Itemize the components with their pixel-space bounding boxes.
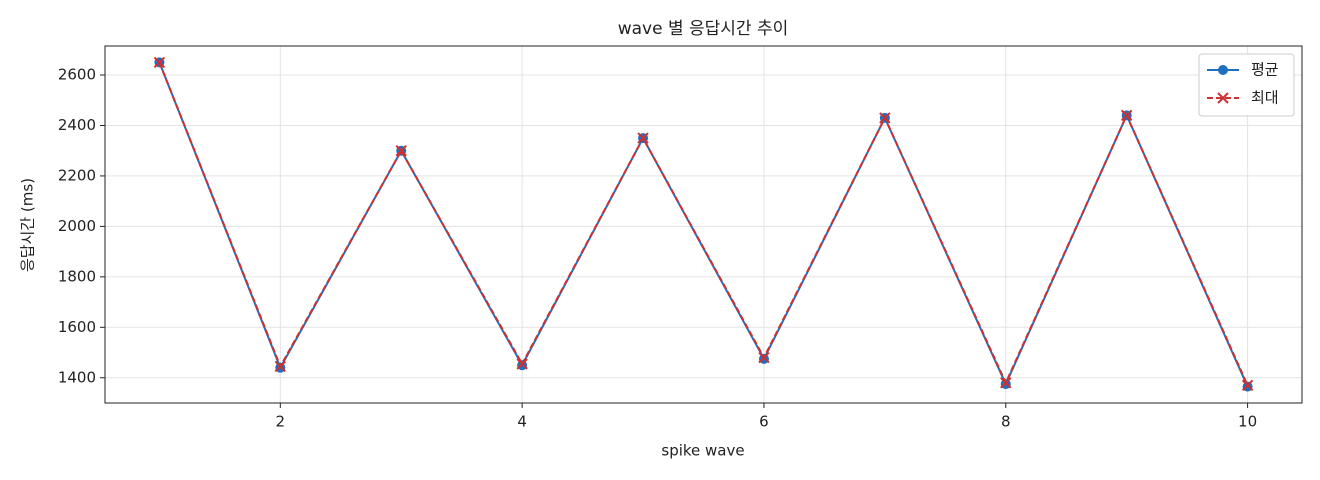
plot-frame <box>104 45 1303 404</box>
chart-title: wave 별 응답시간 추이 <box>618 19 789 39</box>
series-line <box>158 62 1249 388</box>
marker <box>758 351 770 364</box>
marker <box>1217 92 1229 104</box>
y-tick-label: 2600 <box>58 66 96 84</box>
marker <box>637 132 649 144</box>
legend-label: 평균 <box>1251 61 1279 79</box>
y-tick-label: 2200 <box>58 166 96 184</box>
x-tick-label: 8 <box>1001 413 1011 431</box>
y-tick-label: 2400 <box>58 116 96 134</box>
legend-box <box>1198 53 1295 117</box>
marker <box>516 358 528 370</box>
marker <box>1241 379 1254 392</box>
marker <box>153 56 166 69</box>
y-axis-label: 응답시간 (ms) <box>19 178 37 272</box>
x-tick-label: 6 <box>759 413 769 431</box>
x-tick-label: 2 <box>276 413 286 431</box>
marker <box>395 144 407 157</box>
marker <box>879 112 891 124</box>
x-tick-label: 4 <box>517 413 527 431</box>
series-line <box>158 62 1249 386</box>
y-tick-label: 1600 <box>58 318 96 336</box>
marker <box>1218 65 1228 75</box>
y-tick-label: 1800 <box>58 267 96 285</box>
x-axis-label: spike wave <box>661 442 744 460</box>
x-tick-label: 10 <box>1238 413 1257 431</box>
y-tick-label: 1400 <box>58 368 96 386</box>
y-tick-label: 2000 <box>58 217 96 235</box>
legend-label: 최대 <box>1251 89 1279 107</box>
marker <box>274 360 287 373</box>
marker <box>1000 377 1012 389</box>
marker <box>1120 109 1133 122</box>
